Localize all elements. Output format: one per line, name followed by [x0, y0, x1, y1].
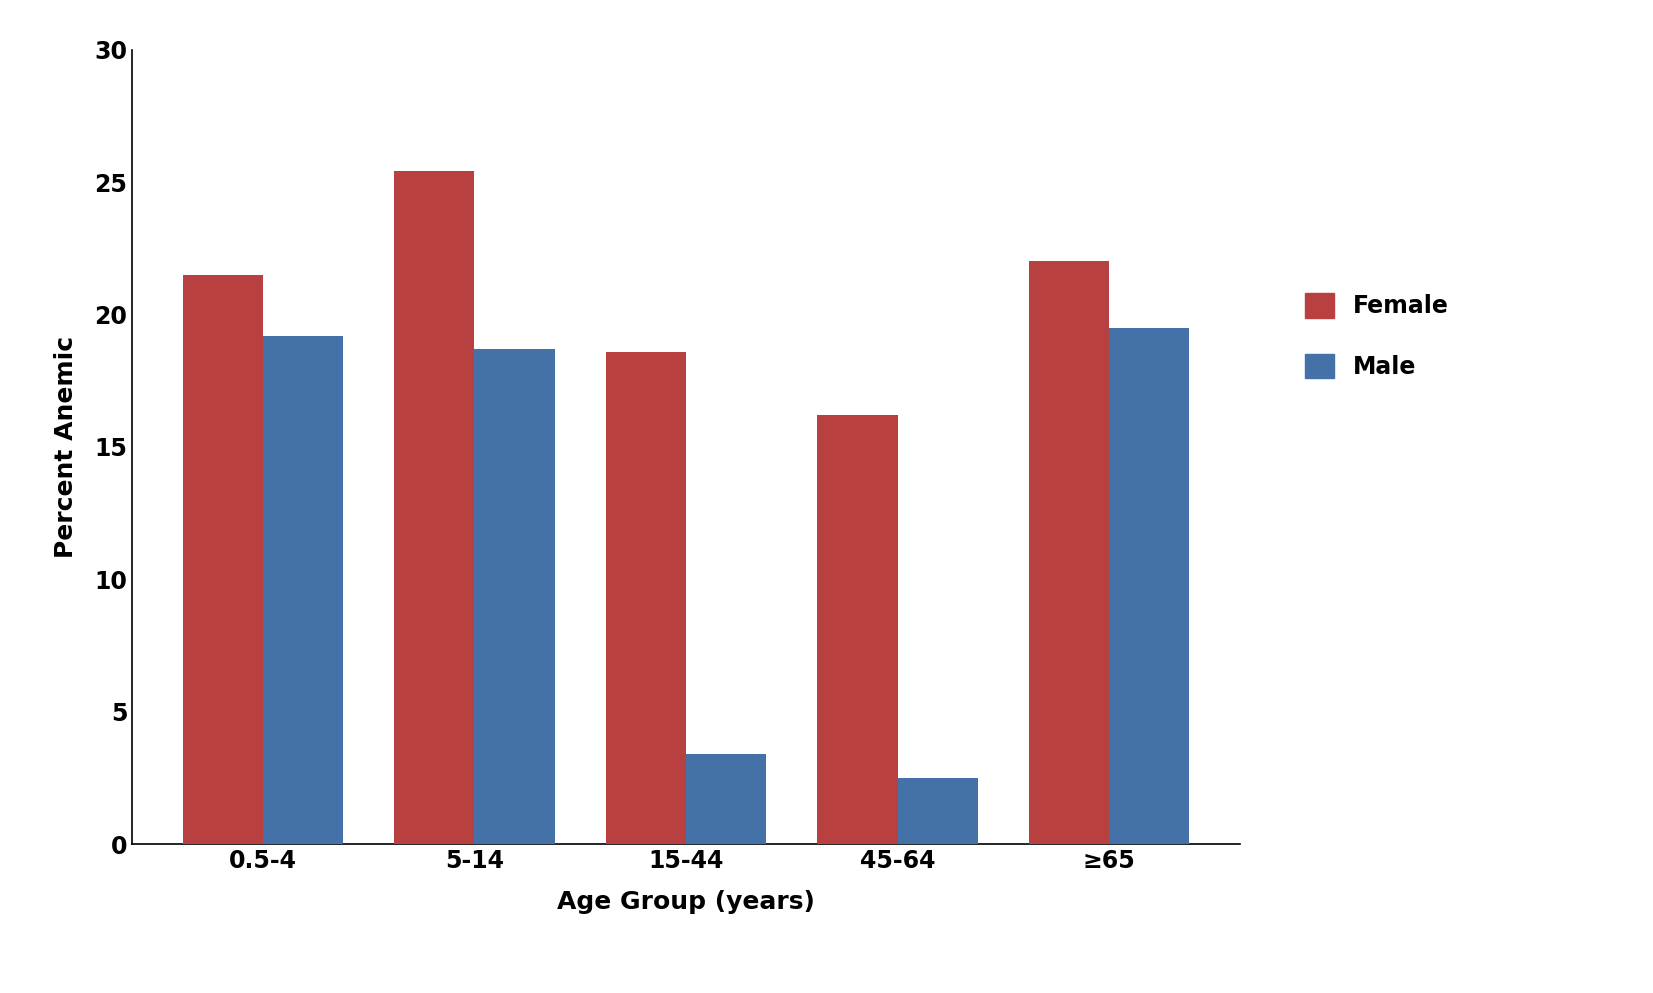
Legend: Female, Male: Female, Male: [1296, 284, 1458, 388]
Bar: [1109, 328, 1190, 844]
Bar: [263, 336, 344, 844]
X-axis label: Age Group (years): Age Group (years): [557, 890, 815, 914]
Bar: [474, 349, 555, 844]
Bar: [393, 172, 474, 844]
Bar: [898, 778, 979, 844]
Y-axis label: Percent Anemic: Percent Anemic: [53, 336, 78, 558]
Bar: [1028, 261, 1109, 844]
Bar: [605, 352, 686, 844]
Bar: [182, 275, 263, 844]
Bar: [817, 415, 898, 844]
Bar: [686, 754, 767, 844]
